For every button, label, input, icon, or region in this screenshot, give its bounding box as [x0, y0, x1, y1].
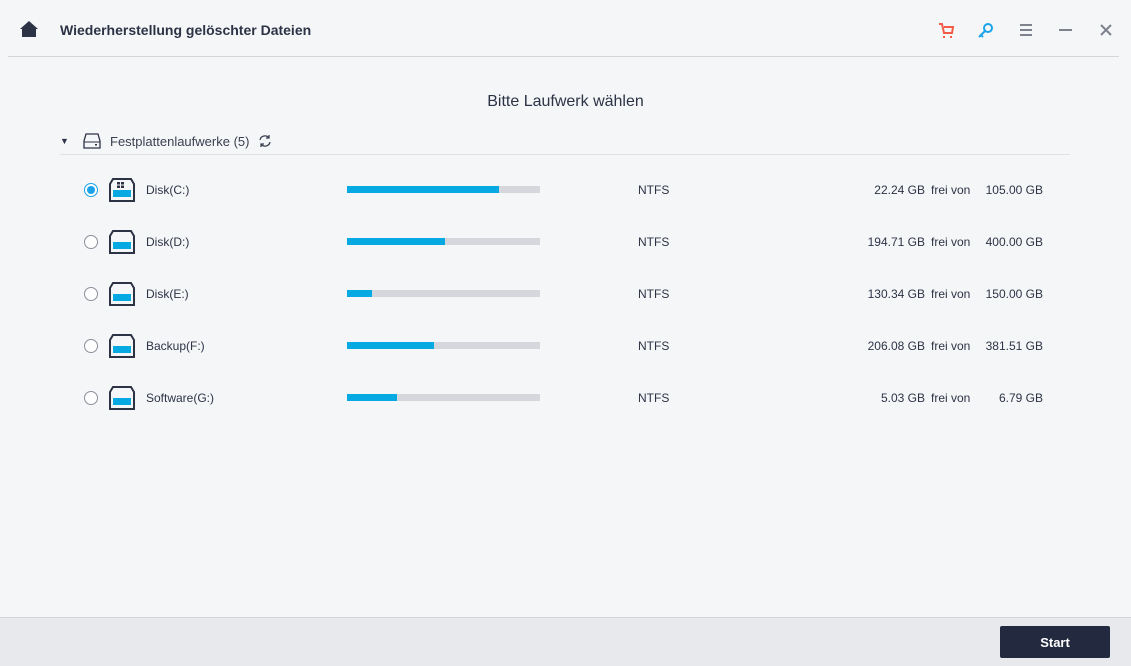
title-bar: Wiederherstellung gelöschter Dateien — [0, 0, 1131, 57]
drive-group-header[interactable]: ▼ Festplattenlaufwerke (5) — [60, 130, 1070, 155]
chevron-down-icon[interactable]: ▼ — [60, 136, 69, 146]
free-of-label: frei von — [931, 391, 971, 405]
drive-radio[interactable] — [84, 235, 98, 249]
usage-bar — [347, 238, 540, 245]
usage-bar — [347, 342, 540, 349]
file-system: NTFS — [638, 183, 670, 197]
file-system: NTFS — [638, 339, 670, 353]
total-space: 6.79 GB — [998, 391, 1043, 405]
close-icon[interactable] — [1096, 20, 1116, 40]
drive-radio[interactable] — [84, 183, 98, 197]
free-of-label: frei von — [931, 235, 971, 249]
usage-bar — [347, 290, 540, 297]
system-disk-icon — [109, 178, 135, 202]
drive-name: Backup(F:) — [146, 339, 205, 353]
free-space: 194.71 GB — [867, 235, 925, 249]
usage-bar — [347, 186, 540, 193]
total-space: 150.00 GB — [985, 287, 1043, 301]
refresh-icon[interactable] — [258, 134, 272, 148]
home-icon[interactable] — [19, 20, 39, 38]
total-space: 381.51 GB — [985, 339, 1043, 353]
disk-icon — [109, 230, 135, 254]
drive-name: Software(G:) — [146, 391, 215, 405]
drive-radio[interactable] — [84, 287, 98, 301]
drive-name: Disk(E:) — [146, 287, 189, 301]
menu-icon[interactable] — [1016, 20, 1036, 40]
app-title: Wiederherstellung gelöschter Dateien — [60, 22, 312, 38]
disk-icon — [109, 282, 135, 306]
drive-radio[interactable] — [84, 339, 98, 353]
usage-bar-fill — [347, 186, 500, 193]
free-space: 22.24 GB — [874, 183, 925, 197]
drive-row[interactable]: Disk(D:) NTFS 194.71 GB frei von 400.00 … — [80, 224, 1070, 264]
hard-drive-icon — [83, 133, 101, 149]
page-heading: Bitte Laufwerk wählen — [487, 93, 644, 110]
usage-bar-fill — [347, 342, 434, 349]
drive-row[interactable]: Backup(F:) NTFS 206.08 GB frei von 381.5… — [80, 328, 1070, 368]
key-icon[interactable] — [976, 20, 996, 40]
drive-name: Disk(D:) — [146, 235, 190, 249]
usage-bar-fill — [347, 394, 398, 401]
cart-icon[interactable] — [936, 20, 956, 40]
file-system: NTFS — [638, 391, 670, 405]
free-of-label: frei von — [931, 339, 971, 353]
footer: Start — [0, 617, 1131, 666]
file-system: NTFS — [638, 235, 670, 249]
drive-group-label: Festplattenlaufwerke (5) — [110, 134, 250, 149]
usage-bar-fill — [347, 238, 446, 245]
free-of-label: frei von — [931, 287, 971, 301]
disk-icon — [109, 334, 135, 358]
free-space: 206.08 GB — [867, 339, 925, 353]
total-space: 400.00 GB — [985, 235, 1043, 249]
free-of-label: frei von — [931, 183, 971, 197]
start-button[interactable]: Start — [1000, 626, 1110, 658]
drive-row[interactable]: Disk(C:) NTFS 22.24 GB frei von 105.00 G… — [80, 172, 1070, 212]
divider — [8, 56, 1119, 57]
file-system: NTFS — [638, 287, 670, 301]
minimize-icon[interactable] — [1056, 20, 1076, 40]
disk-icon — [109, 386, 135, 410]
drive-row[interactable]: Disk(E:) NTFS 130.34 GB frei von 150.00 … — [80, 276, 1070, 316]
drive-name: Disk(C:) — [146, 183, 190, 197]
usage-bar-fill — [347, 290, 373, 297]
free-space: 130.34 GB — [867, 287, 925, 301]
total-space: 105.00 GB — [985, 183, 1043, 197]
free-space: 5.03 GB — [880, 391, 925, 405]
usage-bar — [347, 394, 540, 401]
drive-row[interactable]: Software(G:) NTFS 5.03 GB frei von 6.79 … — [80, 380, 1070, 420]
drive-radio[interactable] — [84, 391, 98, 405]
